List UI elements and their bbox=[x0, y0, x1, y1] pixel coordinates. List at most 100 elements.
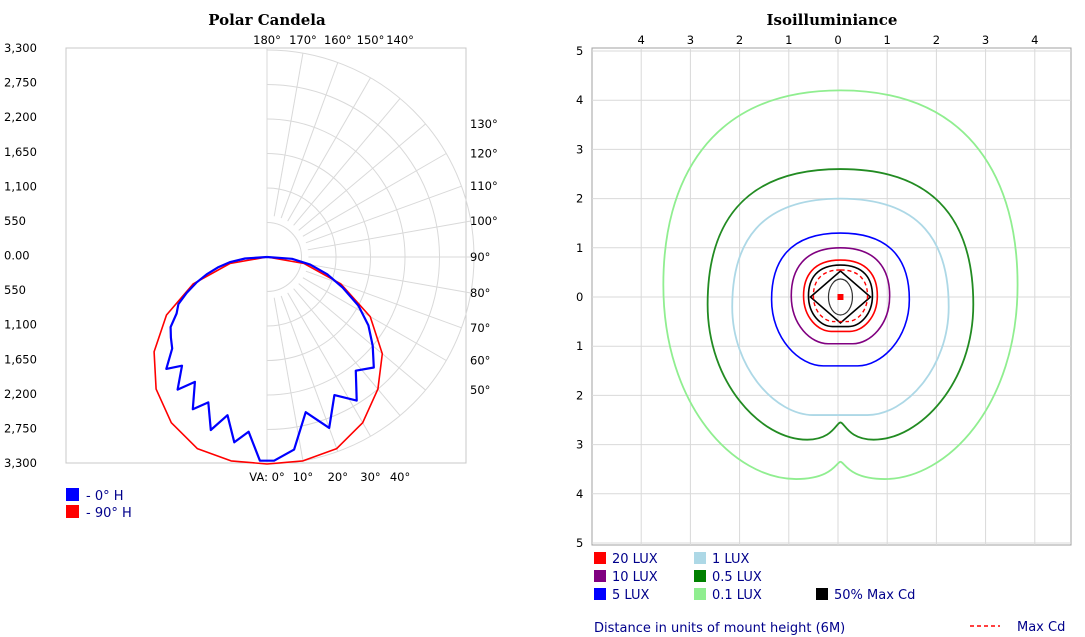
polar-angle-tick-label: 30° bbox=[360, 470, 380, 484]
polar-grid-spoke bbox=[280, 295, 339, 452]
iso-center-diamond bbox=[809, 269, 872, 325]
polar-grid-spoke bbox=[273, 53, 304, 217]
iso-left-tick-label: 1 bbox=[576, 241, 583, 255]
iso-top-axis: 4 3 2 1 0 1 2 3 4 bbox=[638, 33, 1039, 47]
polar-grid-spoke bbox=[287, 77, 371, 222]
iso-footnote: Distance in units of mount height (6M) bbox=[594, 621, 845, 636]
iso-left-tick-label: 5 bbox=[576, 44, 583, 58]
polar-grid-spoke bbox=[293, 98, 401, 226]
polar-grid-spoke bbox=[307, 220, 471, 251]
iso-contour-line bbox=[706, 168, 975, 441]
iso-legend-swatch bbox=[594, 588, 606, 600]
iso-top-tick-label: 1 bbox=[785, 33, 792, 47]
polar-plot-area bbox=[65, 47, 467, 464]
iso-legend-label: 50% Max Cd bbox=[834, 588, 915, 603]
polar-angle-tick-label: 170° bbox=[289, 33, 317, 47]
polar-angle-tick-label: 120° bbox=[470, 147, 498, 161]
polar-series bbox=[153, 255, 384, 465]
iso-legend-swatch bbox=[694, 570, 706, 582]
iso-left-tick-label: 2 bbox=[576, 192, 583, 206]
polar-radial-tick-label: 1,100 bbox=[4, 318, 37, 332]
polar-series-line bbox=[153, 256, 384, 465]
iso-center-ring bbox=[827, 278, 854, 316]
polar-radial-tick-label: 550 bbox=[4, 214, 26, 228]
polar-series-line bbox=[165, 255, 375, 462]
iso-left-tick-label: 4 bbox=[576, 93, 583, 107]
polar-angle-tick-label: 180° bbox=[253, 33, 281, 47]
polar-angle-tick-label: 130° bbox=[470, 117, 498, 131]
polar-grid-spoke bbox=[302, 277, 447, 361]
iso-top-tick-label: 0 bbox=[834, 33, 841, 47]
polar-radial-tick-label: 1,650 bbox=[4, 145, 37, 159]
polar-legend-swatch bbox=[66, 505, 79, 518]
iso-legend-label: 20 LUX bbox=[612, 552, 658, 567]
polar-grid-spoke bbox=[302, 153, 447, 237]
polar-radial-tick-label: 2,200 bbox=[4, 387, 37, 401]
polar-grid-spoke bbox=[307, 263, 471, 294]
polar-radial-tick-label: 1,100 bbox=[4, 179, 37, 193]
polar-legend: - 0° H - 90° H bbox=[66, 488, 132, 521]
polar-grid bbox=[266, 48, 475, 465]
iso-contour-line bbox=[770, 232, 911, 367]
polar-grid-spoke bbox=[298, 123, 426, 231]
iso-legend-label: 0.1 LUX bbox=[712, 588, 762, 603]
iso-legend-swatch bbox=[694, 552, 706, 564]
polar-angle-tick-label: 80° bbox=[470, 286, 490, 300]
iso-left-tick-label: 0 bbox=[576, 290, 583, 304]
polar-radial-axis: 3,300 2,750 2,200 1,650 1,100 550 0.00 550 1,100… bbox=[4, 41, 37, 470]
iso-top-tick-label: 3 bbox=[687, 33, 694, 47]
polar-grid-spoke bbox=[305, 270, 462, 329]
iso-legend-swatch bbox=[816, 588, 828, 600]
polar-grid-spoke bbox=[298, 283, 426, 391]
polar-angle-tick-label: 110° bbox=[470, 179, 498, 193]
polar-legend-label: - 0° H bbox=[86, 489, 124, 504]
iso-left-axis: 5 4 3 2 1 0 1 2 3 4 5 bbox=[576, 44, 583, 550]
polar-angle-tick-label: 140° bbox=[386, 33, 414, 47]
iso-top-tick-label: 4 bbox=[638, 33, 645, 47]
polar-radial-tick-label: 2,750 bbox=[4, 76, 37, 90]
iso-contour-line bbox=[662, 89, 1019, 480]
polar-grid-spoke bbox=[280, 62, 339, 219]
iso-left-tick-label: 1 bbox=[576, 339, 583, 353]
iso-legend-label: 1 LUX bbox=[712, 552, 750, 567]
polar-angle-tick-label: 10° bbox=[293, 470, 313, 484]
iso-legend-label: 0.5 LUX bbox=[712, 570, 762, 585]
polar-angle-tick-label: 50° bbox=[470, 383, 490, 397]
iso-chart-title: Isoilluminiance bbox=[767, 11, 898, 29]
iso-contours bbox=[662, 89, 1019, 480]
polar-angle-tick-label: 20° bbox=[328, 470, 348, 484]
iso-contour-line bbox=[802, 259, 879, 333]
iso-left-tick-label: 2 bbox=[576, 388, 583, 402]
iso-left-tick-label: 4 bbox=[576, 487, 583, 501]
polar-angle-tick-label: 60° bbox=[470, 354, 490, 368]
polar-angle-tick-label: 100° bbox=[470, 214, 498, 228]
polar-grid-ring bbox=[266, 222, 302, 292]
polar-angle-tick-label: 160° bbox=[324, 33, 352, 47]
polar-radial-tick-label: 1,650 bbox=[4, 352, 37, 366]
polar-legend-swatch bbox=[66, 488, 79, 501]
polar-candela-chart: Polar Candela 3,300 2,750 2,200 1,650 1,100 5… bbox=[4, 11, 498, 521]
iso-legend-label: 10 LUX bbox=[612, 570, 658, 585]
polar-grid-spoke bbox=[293, 288, 401, 416]
polar-grid-spoke bbox=[305, 185, 462, 244]
iso-legend-swatch bbox=[694, 588, 706, 600]
polar-angle-tick-label: 70° bbox=[470, 321, 490, 335]
polar-angle-tick-label: 90° bbox=[470, 250, 490, 264]
polar-radial-tick-label: 3,300 bbox=[4, 456, 37, 470]
polar-radial-tick-label: 0.00 bbox=[4, 249, 30, 263]
polar-chart-title: Polar Candela bbox=[208, 11, 326, 29]
iso-top-tick-label: 2 bbox=[933, 33, 940, 47]
iso-legend-swatch bbox=[594, 570, 606, 582]
iso-contour-line bbox=[731, 197, 950, 416]
iso-left-tick-label: 3 bbox=[576, 438, 583, 452]
polar-angle-tick-label: 40° bbox=[390, 470, 410, 484]
polar-radial-tick-label: 2,200 bbox=[4, 110, 37, 124]
iso-top-tick-label: 1 bbox=[884, 33, 891, 47]
iso-legend: 20 LUX 1 LUX 10 LUX 0.5 LUX 5 LUX 0.1 LUX 50% … bbox=[594, 552, 1065, 635]
polar-grid-spoke bbox=[287, 292, 371, 437]
iso-top-tick-label: 3 bbox=[982, 33, 989, 47]
polar-radial-tick-label: 2,750 bbox=[4, 421, 37, 435]
iso-legend-label: 5 LUX bbox=[612, 588, 650, 603]
iso-contour-line bbox=[790, 246, 891, 345]
iso-max-cd-line bbox=[812, 269, 869, 323]
